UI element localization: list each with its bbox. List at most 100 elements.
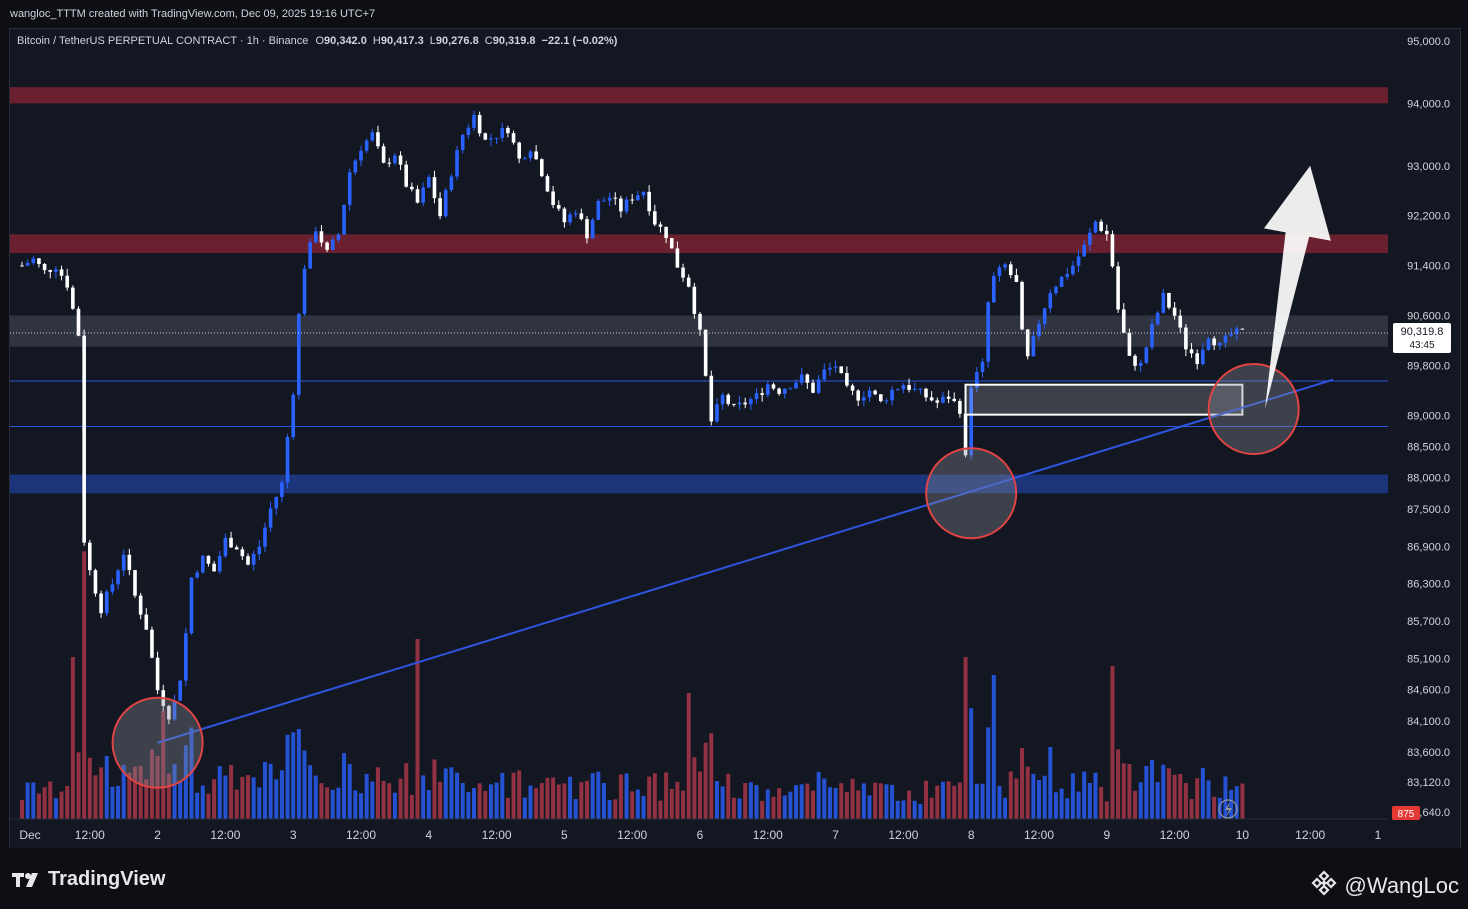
chart-area[interactable]: 95,000.0 94,000.0 93,000.0 92,200.0 91,400.0…: [9, 28, 1461, 850]
zone-resistance-1[interactable]: [10, 234, 1388, 254]
time-tick: 12:00: [482, 828, 512, 842]
candle-body: [172, 700, 177, 720]
range-box[interactable]: [964, 383, 1244, 416]
candle-body: [88, 542, 92, 571]
volume-bar: [946, 781, 951, 819]
open-label: O: [315, 35, 325, 47]
candle-body: [1082, 244, 1086, 257]
candle-body: [602, 200, 606, 202]
candle-body: [99, 593, 103, 614]
candle-body: [777, 388, 781, 394]
volume-bar: [1155, 782, 1160, 819]
footer: TradingView @WangLoc: [0, 848, 1468, 909]
candle-body: [110, 584, 115, 592]
candle-body: [353, 160, 358, 173]
candle-body: [1116, 266, 1120, 310]
candle-body: [432, 177, 437, 199]
candle-body: [54, 269, 58, 272]
candle-body: [856, 390, 860, 401]
time-tick: 8: [968, 828, 975, 842]
volume-bar: [505, 797, 510, 819]
volume-bar: [1042, 775, 1047, 819]
candle-body: [1003, 264, 1007, 268]
price-tick: 90,600.0: [1407, 310, 1450, 322]
volume-bar: [1150, 759, 1154, 819]
candle-body: [393, 155, 397, 164]
volume-bar: [20, 799, 24, 819]
volume-bar: [415, 639, 420, 819]
volume-bar: [1031, 773, 1036, 819]
volume-bar: [246, 775, 250, 819]
volume-bar: [1037, 779, 1041, 819]
candle-body: [1121, 309, 1126, 333]
candle-body: [726, 394, 731, 404]
volume-bar: [144, 779, 149, 819]
candle-body: [833, 366, 838, 368]
zone-resistance-0[interactable]: [10, 87, 1388, 104]
candle-body: [528, 151, 533, 159]
candle-body: [212, 563, 216, 572]
volume-bar: [104, 756, 109, 819]
candle-body: [946, 396, 951, 399]
candle-body: [884, 400, 889, 402]
volume-bar: [325, 787, 330, 819]
candle-body: [1065, 274, 1070, 277]
candle-body: [1172, 307, 1177, 316]
candle-body: [359, 150, 363, 161]
ohlc-legend: Bitcoin / TetherUS PERPETUAL CONTRACT · …: [17, 35, 617, 47]
highlight-circle-1[interactable]: [925, 447, 1018, 540]
candle-body: [1150, 324, 1154, 348]
volume-bar: [652, 773, 657, 819]
chart-canvas[interactable]: 95,000.0 94,000.0 93,000.0 92,200.0 91,400.0…: [10, 29, 1460, 849]
volume-bar: [1048, 747, 1053, 819]
candle-body: [749, 399, 753, 405]
volume-bar: [1099, 786, 1104, 819]
candle-body: [246, 556, 250, 565]
volume-bar: [257, 787, 262, 819]
candle-body: [460, 134, 465, 151]
lightning-icon[interactable]: [1218, 799, 1238, 819]
volume-bar: [409, 794, 414, 819]
volume-bar: [65, 786, 70, 819]
candle-body: [127, 554, 132, 571]
price-axis[interactable]: [1388, 29, 1460, 849]
candle-body: [862, 397, 866, 401]
highlight-circle-2[interactable]: [1207, 363, 1300, 456]
candle-body: [240, 549, 245, 557]
candle-body: [421, 187, 425, 203]
candle-body: [1178, 315, 1183, 328]
candle-body: [822, 369, 827, 380]
time-tick: 1: [1375, 828, 1382, 842]
time-tick: 12:00: [210, 828, 240, 842]
up-arrow[interactable]: [1263, 165, 1331, 410]
candle-body: [494, 137, 499, 139]
volume-bar: [449, 767, 454, 819]
candle-body: [720, 394, 725, 405]
volume-bar: [912, 800, 917, 819]
volume-bar: [935, 785, 940, 819]
volume-bar: [398, 778, 403, 819]
time-tick: 12:00: [1160, 828, 1190, 842]
candle-body: [82, 335, 86, 543]
volume-bar: [1053, 792, 1058, 819]
tradingview-logo[interactable]: TradingView: [12, 868, 165, 891]
volume-bar: [1025, 766, 1030, 819]
candle-body: [1110, 234, 1115, 267]
trendline[interactable]: [157, 378, 1334, 744]
time-tick: 3: [290, 828, 297, 842]
low-label: L: [429, 35, 436, 47]
volume-bar: [686, 693, 691, 819]
zone-support-3[interactable]: [10, 474, 1388, 494]
time-tick: Dec: [19, 828, 40, 842]
candle-body: [42, 263, 47, 271]
candle-body: [850, 385, 855, 391]
candle-body: [929, 397, 934, 401]
close-label: C: [484, 35, 493, 47]
volume-bar: [669, 788, 674, 819]
price-tick: 85,100.0: [1407, 654, 1450, 666]
highlight-circle-0[interactable]: [111, 696, 204, 789]
volume-bar: [918, 803, 923, 819]
candle-body: [1037, 323, 1041, 336]
volume-bar: [760, 800, 765, 819]
volume-bar: [234, 789, 239, 819]
